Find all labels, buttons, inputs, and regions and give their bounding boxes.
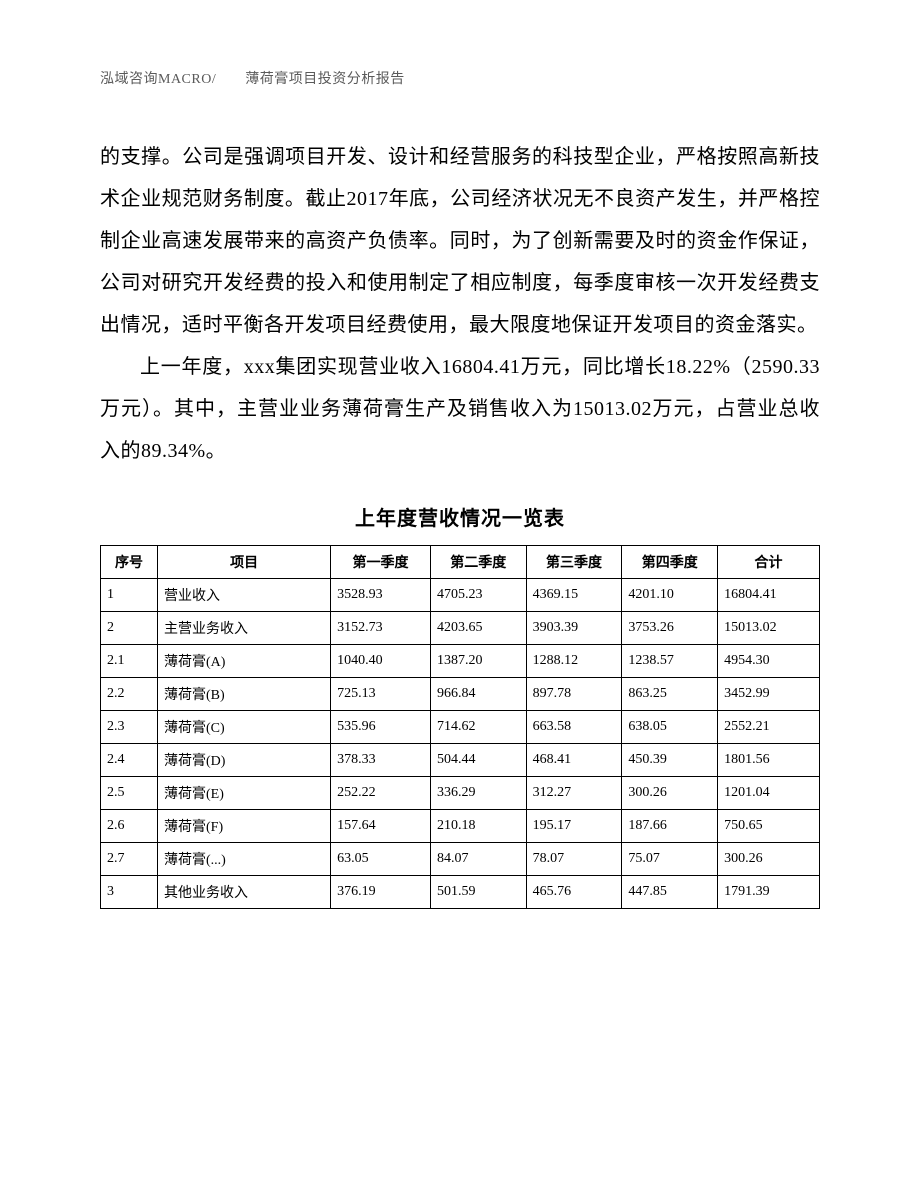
cell: 966.84 xyxy=(430,678,526,711)
cell: 4201.10 xyxy=(622,579,718,612)
cell: 725.13 xyxy=(331,678,431,711)
paragraph-2: 上一年度，xxx集团实现营业收入16804.41万元，同比增长18.22%（25… xyxy=(100,346,820,472)
cell: 2.7 xyxy=(101,843,158,876)
cell: 84.07 xyxy=(430,843,526,876)
cell: 2.3 xyxy=(101,711,158,744)
paragraph-1: 的支撑。公司是强调项目开发、设计和经营服务的科技型企业，严格按照高新技术企业规范… xyxy=(100,136,820,346)
cell: 714.62 xyxy=(430,711,526,744)
cell: 1801.56 xyxy=(718,744,820,777)
cell: 2.6 xyxy=(101,810,158,843)
cell: 1288.12 xyxy=(526,645,622,678)
cell: 187.66 xyxy=(622,810,718,843)
cell: 378.33 xyxy=(331,744,431,777)
table-row: 2 主营业务收入 3152.73 4203.65 3903.39 3753.26… xyxy=(101,612,820,645)
table-row: 2.7 薄荷膏(...) 63.05 84.07 78.07 75.07 300… xyxy=(101,843,820,876)
cell: 63.05 xyxy=(331,843,431,876)
table-row: 2.4 薄荷膏(D) 378.33 504.44 468.41 450.39 1… xyxy=(101,744,820,777)
col-seq: 序号 xyxy=(101,546,158,579)
cell: 15013.02 xyxy=(718,612,820,645)
cell: 376.19 xyxy=(331,876,431,909)
cell: 300.26 xyxy=(622,777,718,810)
cell: 157.64 xyxy=(331,810,431,843)
cell: 主营业务收入 xyxy=(158,612,331,645)
cell: 4203.65 xyxy=(430,612,526,645)
cell: 16804.41 xyxy=(718,579,820,612)
cell: 4954.30 xyxy=(718,645,820,678)
cell: 薄荷膏(A) xyxy=(158,645,331,678)
page: 泓域咨询MACRO/ 薄荷膏项目投资分析报告 的支撑。公司是强调项目开发、设计和… xyxy=(0,0,920,1191)
table-row: 2.5 薄荷膏(E) 252.22 336.29 312.27 300.26 1… xyxy=(101,777,820,810)
cell: 501.59 xyxy=(430,876,526,909)
cell: 2.5 xyxy=(101,777,158,810)
cell: 78.07 xyxy=(526,843,622,876)
cell: 薄荷膏(B) xyxy=(158,678,331,711)
col-q3: 第三季度 xyxy=(526,546,622,579)
cell: 312.27 xyxy=(526,777,622,810)
col-q1: 第一季度 xyxy=(331,546,431,579)
cell: 1201.04 xyxy=(718,777,820,810)
cell: 1387.20 xyxy=(430,645,526,678)
cell: 465.76 xyxy=(526,876,622,909)
cell: 2552.21 xyxy=(718,711,820,744)
cell: 663.58 xyxy=(526,711,622,744)
cell: 638.05 xyxy=(622,711,718,744)
cell: 3452.99 xyxy=(718,678,820,711)
cell: 1040.40 xyxy=(331,645,431,678)
cell: 4705.23 xyxy=(430,579,526,612)
cell: 薄荷膏(F) xyxy=(158,810,331,843)
table-row: 2.3 薄荷膏(C) 535.96 714.62 663.58 638.05 2… xyxy=(101,711,820,744)
cell: 2.1 xyxy=(101,645,158,678)
cell: 4369.15 xyxy=(526,579,622,612)
cell: 薄荷膏(C) xyxy=(158,711,331,744)
table-body: 1 营业收入 3528.93 4705.23 4369.15 4201.10 1… xyxy=(101,579,820,909)
cell: 3753.26 xyxy=(622,612,718,645)
cell: 535.96 xyxy=(331,711,431,744)
table-row: 2.1 薄荷膏(A) 1040.40 1387.20 1288.12 1238.… xyxy=(101,645,820,678)
cell: 薄荷膏(D) xyxy=(158,744,331,777)
cell: 336.29 xyxy=(430,777,526,810)
cell: 75.07 xyxy=(622,843,718,876)
table-title: 上年度营收情况一览表 xyxy=(100,502,820,531)
cell: 1238.57 xyxy=(622,645,718,678)
table-row: 3 其他业务收入 376.19 501.59 465.76 447.85 179… xyxy=(101,876,820,909)
cell: 504.44 xyxy=(430,744,526,777)
cell: 897.78 xyxy=(526,678,622,711)
revenue-table: 序号 项目 第一季度 第二季度 第三季度 第四季度 合计 1 营业收入 3528… xyxy=(100,545,820,909)
body-text: 的支撑。公司是强调项目开发、设计和经营服务的科技型企业，严格按照高新技术企业规范… xyxy=(100,136,820,472)
col-q4: 第四季度 xyxy=(622,546,718,579)
page-header: 泓域咨询MACRO/ 薄荷膏项目投资分析报告 xyxy=(100,68,820,88)
cell: 1791.39 xyxy=(718,876,820,909)
cell: 薄荷膏(...) xyxy=(158,843,331,876)
col-item: 项目 xyxy=(158,546,331,579)
cell: 468.41 xyxy=(526,744,622,777)
table-row: 2.6 薄荷膏(F) 157.64 210.18 195.17 187.66 7… xyxy=(101,810,820,843)
cell: 863.25 xyxy=(622,678,718,711)
table-row: 1 营业收入 3528.93 4705.23 4369.15 4201.10 1… xyxy=(101,579,820,612)
cell: 450.39 xyxy=(622,744,718,777)
table-row: 2.2 薄荷膏(B) 725.13 966.84 897.78 863.25 3… xyxy=(101,678,820,711)
cell: 2 xyxy=(101,612,158,645)
cell: 300.26 xyxy=(718,843,820,876)
cell: 3152.73 xyxy=(331,612,431,645)
cell: 210.18 xyxy=(430,810,526,843)
cell: 3 xyxy=(101,876,158,909)
cell: 其他业务收入 xyxy=(158,876,331,909)
cell: 薄荷膏(E) xyxy=(158,777,331,810)
cell: 营业收入 xyxy=(158,579,331,612)
cell: 1 xyxy=(101,579,158,612)
cell: 750.65 xyxy=(718,810,820,843)
table-header-row: 序号 项目 第一季度 第二季度 第三季度 第四季度 合计 xyxy=(101,546,820,579)
cell: 3903.39 xyxy=(526,612,622,645)
col-total: 合计 xyxy=(718,546,820,579)
cell: 3528.93 xyxy=(331,579,431,612)
cell: 252.22 xyxy=(331,777,431,810)
cell: 2.2 xyxy=(101,678,158,711)
cell: 447.85 xyxy=(622,876,718,909)
cell: 195.17 xyxy=(526,810,622,843)
col-q2: 第二季度 xyxy=(430,546,526,579)
cell: 2.4 xyxy=(101,744,158,777)
